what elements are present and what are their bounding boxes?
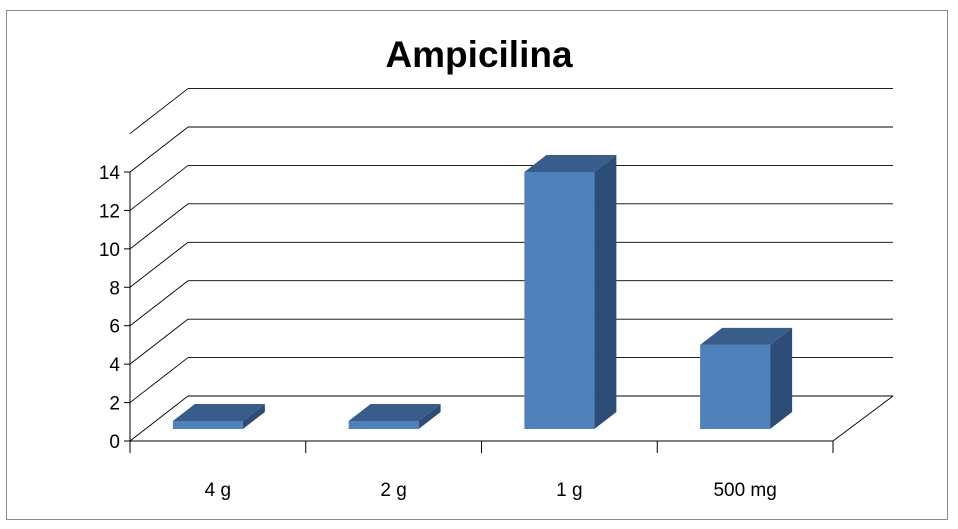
tick-labels: 0 2 4 6 8 10 12 14 4 g 2 g 1 g 500 mg [99, 163, 777, 501]
y-tick-label: 10 [99, 240, 120, 261]
x-tick-label: 4 g [205, 480, 231, 501]
bar-side [418, 404, 441, 429]
bar-side [242, 404, 265, 429]
axes [124, 171, 894, 453]
floor-edge [832, 395, 894, 442]
y-tick-label: 6 [109, 317, 120, 338]
y-tick-label: 2 [109, 394, 120, 415]
bar [348, 404, 441, 429]
y-tick-label: 0 [109, 432, 120, 453]
bar [172, 404, 265, 429]
gridline-side [129, 203, 189, 250]
gridline-side [129, 395, 189, 442]
x-tick-label: 2 g [380, 480, 406, 501]
chart-title: Ampicilina [385, 34, 573, 75]
x-tick-label: 1 g [556, 480, 582, 501]
bar-front [524, 172, 595, 429]
gridline-side [129, 88, 189, 134]
y-tick-label: 4 [109, 355, 120, 376]
bar-top [700, 327, 793, 345]
bar-front [172, 421, 243, 429]
bar-top [172, 404, 265, 421]
bar-top [524, 155, 617, 172]
gridline-side [129, 165, 189, 211]
bar-side [770, 327, 793, 429]
y-tick-label: 12 [99, 201, 120, 222]
bar [700, 327, 793, 429]
bar-side [594, 155, 617, 429]
gridline-side [129, 318, 189, 365]
gridline-side [129, 126, 189, 173]
chart-area [6, 10, 948, 520]
gridline-side [129, 280, 189, 327]
x-tick-label: 500 mg [713, 480, 776, 501]
y-tick-label: 8 [109, 278, 120, 299]
gridline-side [129, 357, 189, 403]
bars [172, 155, 793, 429]
gridline-side [129, 241, 189, 288]
bar [524, 155, 617, 429]
y-tick-label: 14 [99, 163, 121, 184]
bar-top [348, 404, 441, 421]
bar-front [700, 344, 771, 429]
bar-front [348, 421, 419, 429]
